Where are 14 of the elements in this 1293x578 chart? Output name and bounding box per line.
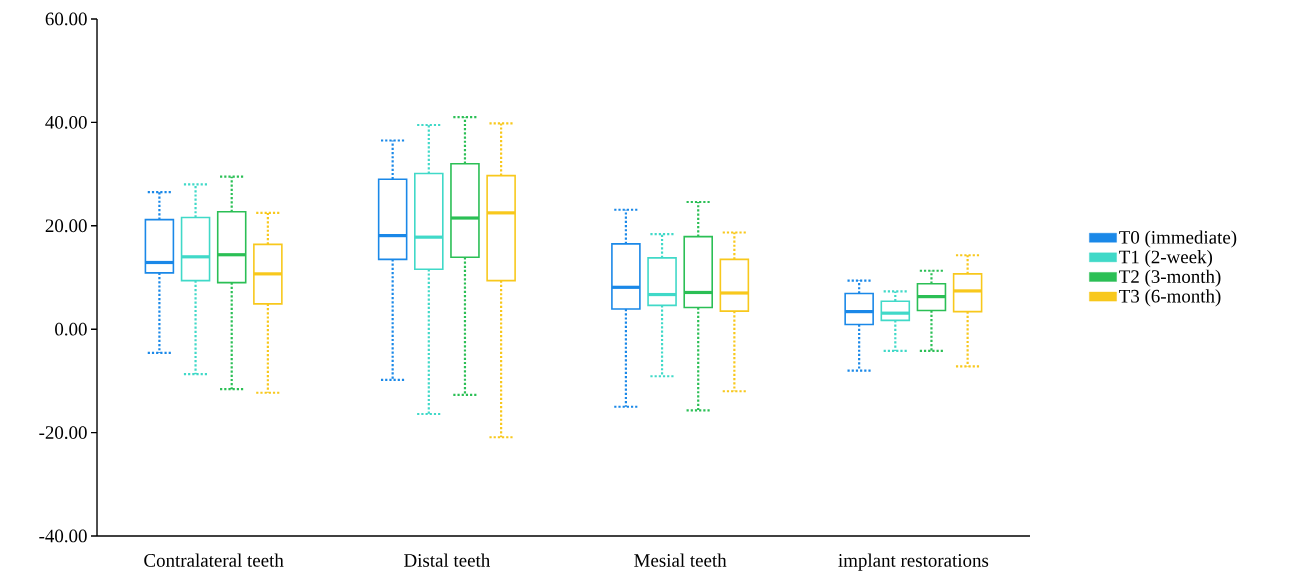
y-tick-label: -20.00 (39, 426, 87, 440)
x-tick-label: Distal teeth (404, 553, 491, 567)
legend-label: T3 (6-month) (1119, 289, 1221, 307)
y-tick-label: 20.00 (45, 219, 87, 233)
x-tick-label: Contralateral teeth (144, 553, 284, 567)
y-tick-label: -40.00 (39, 529, 87, 543)
legend-label: T1 (2-week) (1119, 250, 1213, 268)
y-tick-label: 40.00 (45, 115, 87, 129)
legend-label: T0 (immediate) (1119, 230, 1237, 248)
legend-label: T2 (3-month) (1119, 269, 1221, 287)
y-tick-label: 0.00 (55, 322, 87, 336)
x-tick-label: implant restorations (838, 553, 989, 571)
x-tick-label: Mesial teeth (634, 553, 727, 567)
y-tick-label: 60.00 (45, 12, 87, 26)
